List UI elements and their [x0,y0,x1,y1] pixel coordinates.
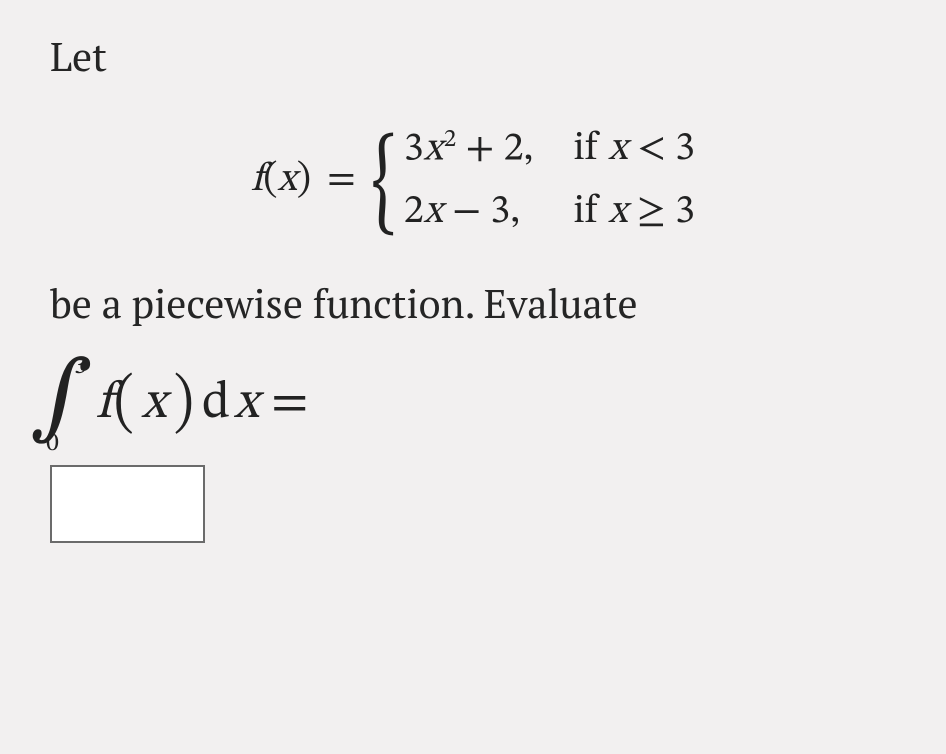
case-1-expr: 3x2 + 2, [404,124,533,175]
piecewise-definition: f(x) = { 3x2 + 2, if x < 3 2x − 3, if x … [50,124,896,237]
differential: dx [202,372,259,437]
cond-2-prefix: if [573,192,608,232]
integrand: f(x) [96,372,196,437]
integral-expression: ∫ 0 3 f(x) dx = [40,359,896,451]
piecewise-cases: 3x2 + 2, if x < 3 2x − 3, if x ≥ 3 [404,124,695,237]
problem-page: Let f(x) = { 3x2 + 2, if x < 3 2x − 3, i… [0,0,946,754]
fx-label: f(x) [251,155,311,205]
integrand-fn: f [96,378,112,430]
d-letter: d [202,378,230,430]
instruction-sentence: be a piecewise function. Evaluate [50,279,896,329]
cond-1-prefix: if [573,129,608,169]
fx-text: f [251,160,263,200]
left-brace: { [371,137,396,236]
integral-lower: 0 [46,428,59,461]
integral-equals: = [271,372,308,437]
case-2-expr: 2x − 3, [404,187,533,237]
answer-input[interactable] [50,465,205,543]
case-1-cond: if x < 3 [573,124,695,174]
integral-symbol: ∫ 0 3 [40,359,98,451]
intro-let: Let [50,32,896,82]
equals-sign: = [327,155,356,205]
case-2-cond: if x ≥ 3 [573,187,695,237]
integral-upper: 3 [74,351,87,384]
dx-var: x [234,378,259,430]
integrand-var: x [142,378,167,430]
